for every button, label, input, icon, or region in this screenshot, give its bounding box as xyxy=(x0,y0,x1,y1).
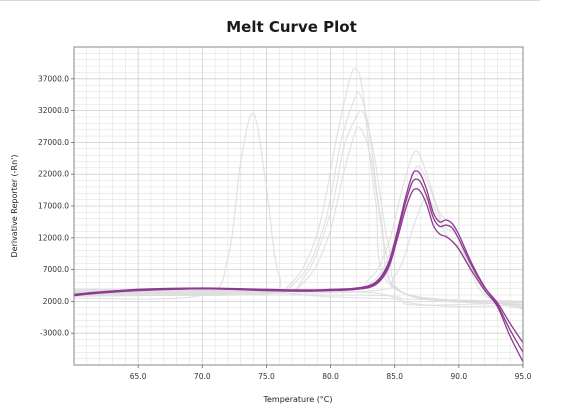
x-tick-label: 65.0 xyxy=(130,372,147,381)
chart-title: Melt Curve Plot xyxy=(226,18,357,36)
background-melt-curve xyxy=(74,294,523,306)
y-tick-label: 32000.0 xyxy=(38,106,69,115)
y-tick-label: 37000.0 xyxy=(38,74,69,83)
background-melt-curve xyxy=(74,288,523,308)
y-tick-label: 12000.0 xyxy=(38,233,69,242)
y-tick-label: 7000.0 xyxy=(43,265,69,274)
x-tick-label: 95.0 xyxy=(515,372,532,381)
y-tick-label: 27000.0 xyxy=(38,138,69,147)
y-tick-label: 2000.0 xyxy=(43,297,69,306)
x-axis-label: Temperature (°C) xyxy=(262,395,332,404)
y-tick-label: 22000.0 xyxy=(38,170,69,179)
y-tick-label: 17000.0 xyxy=(38,202,69,211)
grid xyxy=(74,47,523,365)
x-tick-label: 70.0 xyxy=(194,372,211,381)
y-axis-label: Derivative Reporter (-Rn') xyxy=(10,154,19,257)
ticks: 65.0 70.0 75.0 80.0 85.0 90.0 95.0 -3000.0 2000.… xyxy=(38,74,532,381)
highlighted-melt-curve xyxy=(74,188,523,363)
x-tick-label: 85.0 xyxy=(386,372,403,381)
x-tick-label: 90.0 xyxy=(451,372,468,381)
curves xyxy=(74,67,523,363)
x-tick-label: 80.0 xyxy=(322,372,339,381)
y-tick-label: -3000.0 xyxy=(40,329,69,338)
top-divider xyxy=(0,0,540,1)
x-tick-label: 75.0 xyxy=(258,372,275,381)
